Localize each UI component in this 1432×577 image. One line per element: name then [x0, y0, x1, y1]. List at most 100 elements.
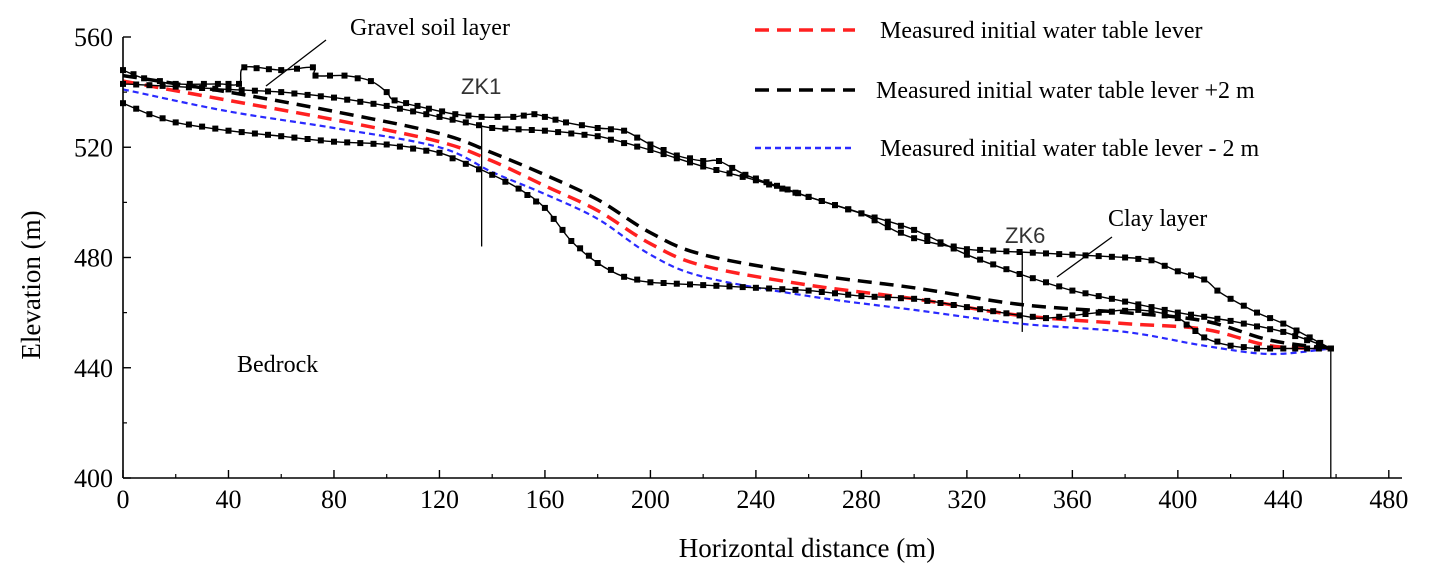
series-4-marker: [502, 125, 509, 132]
series-3-marker: [383, 89, 390, 96]
series-3-marker: [774, 182, 780, 189]
series-3-marker: [367, 78, 374, 85]
series-5-marker: [871, 293, 878, 300]
series-5-marker: [950, 302, 957, 308]
series-4-marker: [937, 239, 944, 246]
series-5-marker: [159, 115, 166, 122]
series-4-marker: [370, 100, 377, 107]
series-4-marker: [476, 122, 482, 129]
series-5-marker: [1069, 312, 1076, 319]
series-5-marker: [977, 306, 984, 313]
series-4-marker: [607, 136, 614, 143]
series-5-marker: [278, 133, 285, 140]
series-4-marker: [146, 82, 153, 89]
series-5-marker: [225, 127, 232, 134]
series-line-2: [122, 88, 1331, 356]
series-4-marker: [489, 125, 496, 131]
series-3-marker: [225, 80, 232, 87]
series-5-marker: [1327, 345, 1334, 352]
series-5-marker: [1108, 308, 1115, 315]
y-tick-label-560: 560: [74, 23, 113, 52]
series-5-marker: [752, 284, 759, 291]
series-5-marker: [577, 245, 584, 252]
series-5-marker: [1082, 311, 1089, 317]
series-4-marker: [1095, 293, 1102, 300]
y-tick-label-520: 520: [74, 133, 113, 162]
annotation-zk1: ZK1: [461, 74, 501, 99]
series-5-marker: [1095, 309, 1102, 316]
series-4-marker: [225, 86, 232, 93]
series-4-marker: [1201, 313, 1208, 320]
series-4-marker: [357, 98, 364, 105]
series-3-marker: [253, 65, 260, 72]
series-4-marker: [291, 90, 298, 97]
annotation-gravel-leader: [265, 39, 327, 87]
y-axis-title: Elevation (m): [16, 210, 46, 359]
series-4-marker: [713, 167, 720, 173]
series-3-marker: [1227, 295, 1234, 302]
series-4-marker: [990, 261, 997, 268]
series-4-marker: [911, 226, 918, 233]
series-3-marker: [578, 122, 585, 129]
series-5-marker: [291, 134, 298, 141]
series-3-marker: [354, 75, 361, 82]
series-0: [122, 79, 1331, 351]
series-5: [120, 100, 1334, 352]
series-3-marker: [278, 67, 285, 74]
series-3-marker: [897, 229, 904, 236]
series-4-marker: [752, 177, 759, 184]
series-3-marker: [1254, 309, 1260, 316]
x-tick-label-240: 240: [736, 485, 775, 514]
series-4-marker: [1082, 290, 1089, 297]
series-3-marker: [531, 111, 538, 118]
series-4-marker: [739, 173, 746, 180]
series-5-marker: [370, 140, 377, 147]
series-3-marker: [716, 158, 722, 164]
series-4-marker: [1267, 326, 1274, 333]
series-5-marker: [1135, 306, 1142, 313]
series-5-marker: [559, 226, 566, 233]
annotation-zk6: ZK6: [1005, 223, 1045, 248]
series-3-marker: [1174, 268, 1181, 275]
series-4-marker: [884, 218, 891, 225]
series-5-marker: [621, 273, 628, 280]
series-3-marker: [1240, 302, 1247, 309]
series-4-marker: [515, 126, 522, 133]
series-4-marker: [1148, 304, 1155, 311]
series-5-marker: [1029, 313, 1036, 320]
series-4-marker: [792, 189, 799, 196]
series-4-marker: [436, 113, 443, 120]
series-5-marker: [937, 300, 944, 306]
series-3-marker: [1029, 249, 1036, 256]
series-4-marker: [950, 245, 957, 252]
series-2: [122, 88, 1331, 356]
x-tick-label-120: 120: [420, 485, 459, 514]
series-4-marker: [1016, 271, 1023, 277]
series-5-marker: [607, 266, 614, 273]
series-5-marker: [858, 293, 865, 300]
x-tick-label-0: 0: [117, 485, 130, 514]
series-4-marker: [1056, 283, 1063, 290]
series-5-marker: [1280, 345, 1287, 352]
series-4-marker: [1254, 323, 1260, 330]
y-tick-label-440: 440: [74, 354, 113, 383]
series-5-marker: [726, 283, 733, 290]
x-tick-label-40: 40: [215, 485, 241, 514]
series-4-marker: [1029, 275, 1036, 282]
series-3-marker: [1016, 249, 1023, 255]
series-5-marker: [739, 284, 746, 291]
series-5-marker: [687, 281, 693, 288]
series-3-marker: [552, 116, 559, 123]
series-5-marker: [845, 291, 852, 298]
series-5-marker: [1161, 312, 1168, 319]
series-5-marker: [1016, 312, 1023, 319]
series-4-marker: [396, 105, 403, 112]
series-4-marker: [1069, 287, 1076, 294]
series-3-marker: [1095, 253, 1102, 260]
series-3-marker: [186, 80, 193, 87]
series-5-marker: [436, 149, 443, 156]
series-4-marker: [594, 133, 601, 140]
series-3-marker: [647, 141, 654, 148]
series-5-marker: [1304, 345, 1311, 352]
